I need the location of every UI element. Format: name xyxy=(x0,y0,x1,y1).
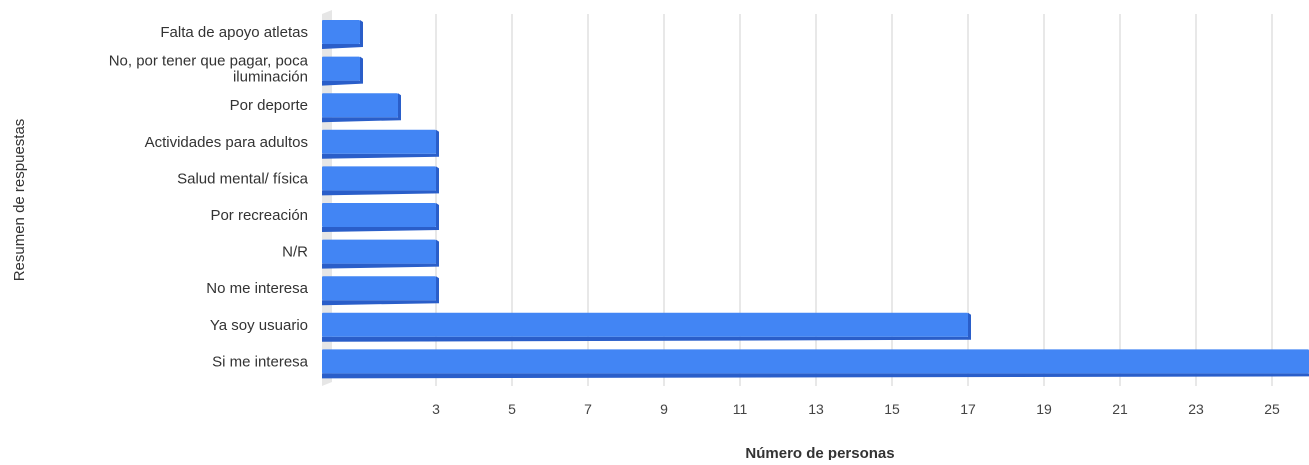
category-labels: Falta de apoyo atletas No, por tener que … xyxy=(109,24,309,370)
bar-face xyxy=(322,93,398,118)
bar-end xyxy=(968,312,971,340)
bar xyxy=(322,166,439,196)
bar-shadow xyxy=(322,188,439,196)
bar-end xyxy=(436,239,439,267)
x-tick-label: 25 xyxy=(1264,401,1280,417)
x-tick-labels: 3 5 7 9 11 13 15 17 19 21 23 25 xyxy=(432,401,1280,417)
bar-end xyxy=(436,129,439,157)
bar-face xyxy=(322,349,1309,374)
bar-face xyxy=(322,129,436,154)
x-tick-label: 15 xyxy=(884,401,900,417)
bar xyxy=(322,312,971,342)
bar-face xyxy=(322,56,360,81)
x-tick-label: 3 xyxy=(432,401,440,417)
bar xyxy=(322,276,439,306)
bar-face xyxy=(322,276,436,301)
x-tick-label: 11 xyxy=(733,401,748,417)
category-label: Ya soy usuario xyxy=(210,317,308,334)
x-tick-label: 21 xyxy=(1112,401,1128,417)
category-label: No me interesa xyxy=(206,280,308,297)
category-label: N/R xyxy=(282,244,308,261)
category-label: Actividades para adultos xyxy=(145,134,308,151)
bar-shadow xyxy=(322,225,439,232)
bar-shadow xyxy=(322,115,401,123)
category-label: No, por tener que pagar, poca iluminación xyxy=(109,53,309,86)
bar-face xyxy=(322,203,436,227)
bar xyxy=(322,93,401,123)
bar xyxy=(322,129,439,159)
bar-shadow xyxy=(322,298,439,306)
bar xyxy=(322,239,439,269)
x-tick-label: 19 xyxy=(1036,401,1052,417)
bar-end xyxy=(360,20,363,47)
bar xyxy=(322,56,363,86)
bar-face xyxy=(322,166,436,191)
bar-end xyxy=(436,203,439,230)
x-tick-label: 9 xyxy=(660,401,668,417)
bar-face xyxy=(322,20,360,44)
bar-end xyxy=(398,93,401,121)
x-axis-title: Número de personas xyxy=(745,445,894,460)
bar xyxy=(322,20,363,49)
bars xyxy=(322,20,1309,379)
bar xyxy=(322,203,439,232)
bar-end xyxy=(436,276,439,304)
category-label: Falta de apoyo atletas xyxy=(160,24,308,41)
bar xyxy=(322,349,1309,379)
bar-shadow xyxy=(322,373,1309,379)
category-label: Por deporte xyxy=(230,97,308,114)
bar-shadow xyxy=(322,42,363,49)
bar-face xyxy=(322,312,968,337)
category-label: Salud mental/ física xyxy=(177,170,309,187)
bar-shadow xyxy=(322,151,439,159)
bar-face xyxy=(322,239,436,264)
y-axis-title: Resumen de respuestas xyxy=(11,119,28,282)
bar-shadow xyxy=(322,261,439,269)
x-tick-label: 23 xyxy=(1188,401,1204,417)
category-label: Por recreación xyxy=(210,207,308,224)
x-tick-label: 7 xyxy=(584,401,592,417)
bar-end xyxy=(360,56,363,84)
bar-end xyxy=(436,166,439,194)
x-tick-label: 17 xyxy=(960,401,976,417)
category-label: Si me interesa xyxy=(212,353,309,370)
x-tick-label: 13 xyxy=(808,401,824,417)
bar-shadow xyxy=(322,334,971,342)
x-tick-label: 5 xyxy=(508,401,516,417)
bar-shadow xyxy=(322,78,363,86)
